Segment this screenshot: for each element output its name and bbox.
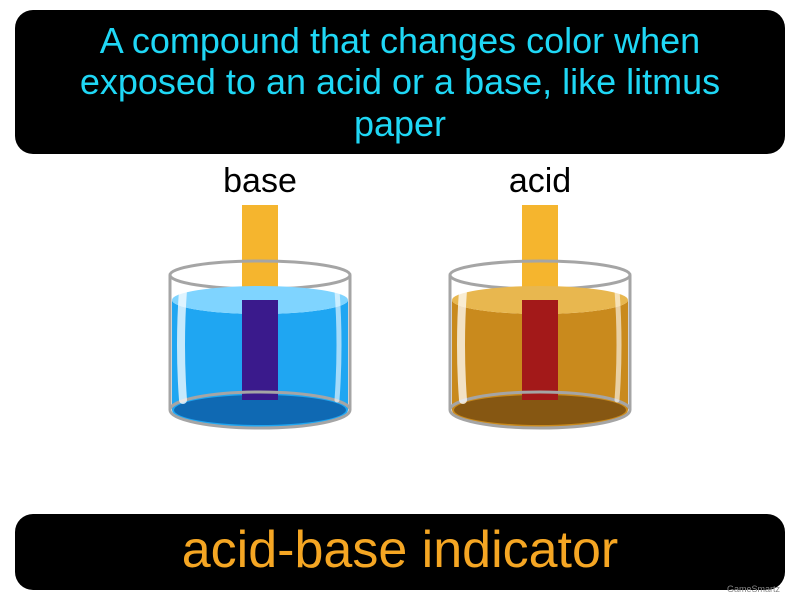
- term-box: acid-base indicator: [15, 514, 785, 590]
- beaker-acid-group: acid: [435, 162, 645, 435]
- watermark: GameSmartz: [727, 584, 780, 594]
- beaker-base-group: base: [155, 162, 365, 435]
- glass-highlight-left: [181, 290, 183, 400]
- strip-bottom: [522, 300, 558, 400]
- strip-top: [522, 205, 558, 300]
- beaker-acid-label: acid: [509, 162, 571, 201]
- glass-highlight-right: [617, 290, 619, 400]
- definition-box: A compound that changes color when expos…: [15, 10, 785, 154]
- beakers-row: base acid: [15, 154, 785, 514]
- beaker-base-label: base: [223, 162, 297, 201]
- glass-highlight-right: [337, 290, 339, 400]
- glass-highlight-left: [461, 290, 463, 400]
- beaker-base-svg: [155, 205, 365, 435]
- beaker-acid-svg: [435, 205, 645, 435]
- term-text: acid-base indicator: [35, 520, 765, 580]
- strip-top: [242, 205, 278, 300]
- strip-bottom: [242, 300, 278, 400]
- definition-text: A compound that changes color when expos…: [35, 20, 765, 144]
